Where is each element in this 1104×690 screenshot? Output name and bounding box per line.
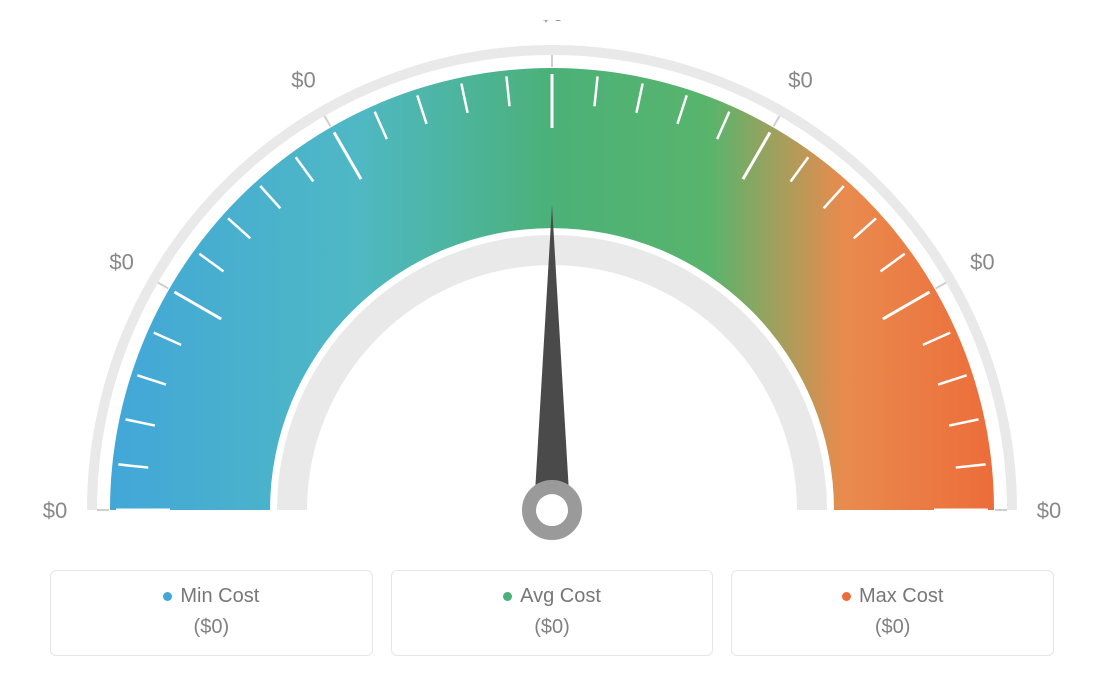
svg-text:$0: $0: [788, 68, 812, 93]
cost-gauge-chart: $0 $0 $0 $0 $0 $0 $0: [20, 20, 1084, 550]
legend-card-min: Min Cost ($0): [50, 570, 373, 656]
dot-icon: [163, 592, 172, 601]
legend-value: ($0): [742, 616, 1043, 639]
dot-icon: [503, 592, 512, 601]
legend-value: ($0): [402, 616, 703, 639]
svg-text:$0: $0: [1037, 498, 1061, 523]
legend-title-min: Min Cost: [163, 585, 259, 608]
svg-text:$0: $0: [109, 250, 133, 275]
svg-text:$0: $0: [43, 498, 67, 523]
legend-label: Avg Cost: [520, 585, 601, 608]
legend-card-max: Max Cost ($0): [731, 570, 1054, 656]
legend-label: Min Cost: [180, 585, 259, 608]
legend-label: Max Cost: [859, 585, 943, 608]
legend-title-max: Max Cost: [842, 585, 943, 608]
svg-text:$0: $0: [970, 250, 994, 275]
legend-title-avg: Avg Cost: [503, 585, 601, 608]
dot-icon: [842, 592, 851, 601]
legend-card-avg: Avg Cost ($0): [391, 570, 714, 656]
svg-text:$0: $0: [291, 68, 315, 93]
legend-row: Min Cost ($0) Avg Cost ($0) Max Cost ($0…: [20, 570, 1084, 656]
gauge-svg: $0 $0 $0 $0 $0 $0 $0: [20, 20, 1084, 550]
legend-value: ($0): [61, 616, 362, 639]
svg-text:$0: $0: [540, 20, 564, 26]
